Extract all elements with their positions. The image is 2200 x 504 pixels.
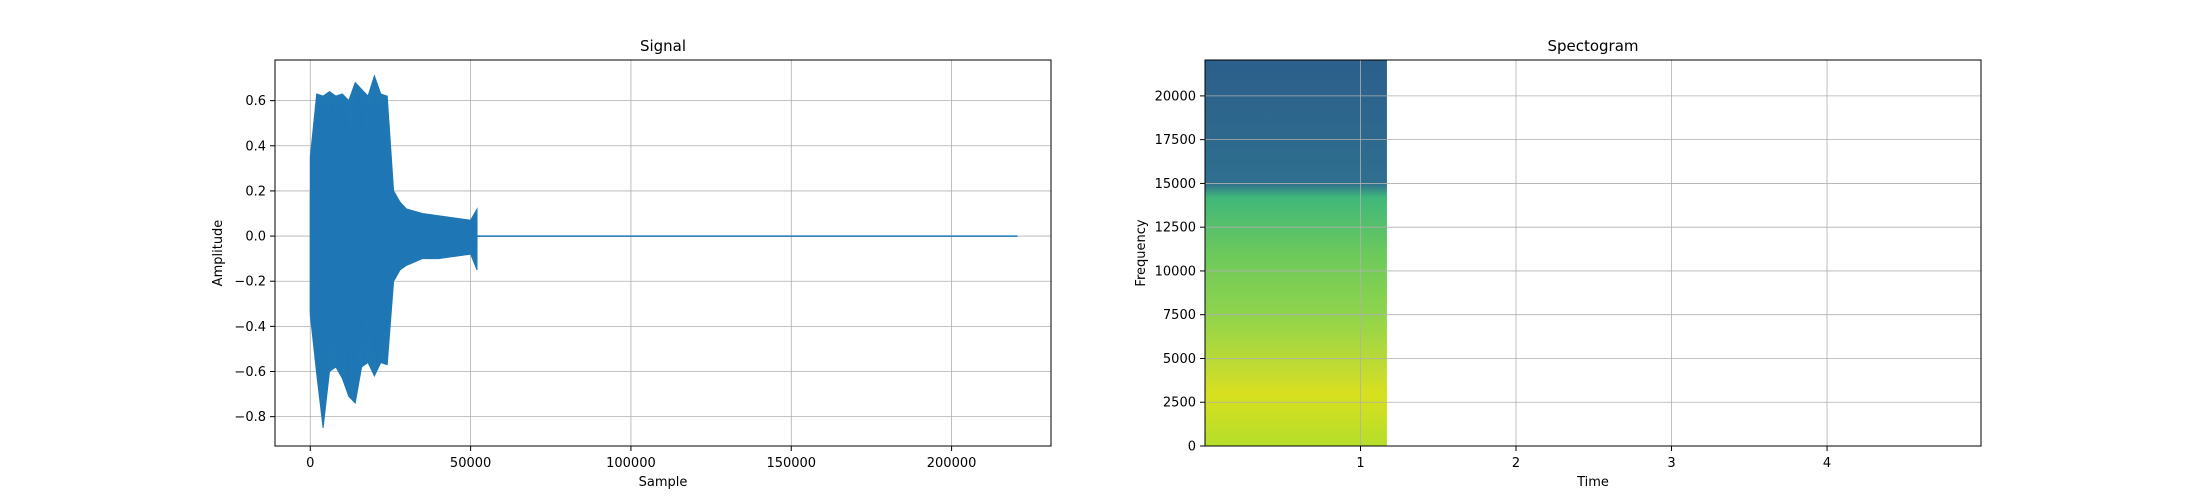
signal-y-tick-label: −0.2	[234, 275, 266, 290]
signal-y-tick-label: −0.4	[234, 320, 266, 335]
signal-y-tick-label: −0.6	[234, 365, 266, 380]
spectrogram-title: Spectogram	[1547, 37, 1638, 55]
signal-x-tick-label: 150000	[766, 456, 816, 471]
signal-x-tick-label: 200000	[927, 456, 977, 471]
spectrogram-heatmap	[1205, 60, 1387, 446]
spectrogram-y-tick-label: 17500	[1155, 133, 1196, 148]
spectrogram-y-tick-label: 10000	[1155, 264, 1196, 279]
signal-y-tick-label: 0.0	[245, 230, 266, 245]
spectrogram-y-ticks: 0 2500 5000 7500 10000 12500 15000 17500 20000	[1155, 89, 1205, 455]
signal-title: Signal	[640, 37, 686, 55]
signal-x-ticks: 0 50000 100000 150000 200000	[306, 446, 976, 471]
spectrogram-axes-frame	[1204, 59, 1982, 447]
signal-x-tick-label: 50000	[450, 456, 491, 471]
spectrogram-x-tick-label: 4	[1823, 456, 1831, 471]
spectrogram-x-tick-label: 1	[1356, 456, 1364, 471]
signal-y-ticks: 0.6 0.4 0.2 0.0 −0.2 −0.4 −0.6 −0.8	[234, 94, 275, 425]
spectrogram-x-tick-label: 2	[1512, 456, 1520, 471]
spectrogram-x-ticks: 1 2 3 4	[1356, 446, 1831, 471]
signal-x-label: Sample	[639, 475, 688, 490]
spectrogram-y-tick-label: 12500	[1155, 221, 1196, 236]
spectrogram-x-label: Time	[1576, 475, 1609, 490]
signal-panel: 0 50000 100000 150000 200000 0.6 0.4 0.2 0.0 −0.…	[211, 37, 1052, 490]
signal-axes-frame	[274, 59, 1052, 447]
spectrogram-y-tick-label: 20000	[1155, 89, 1196, 104]
signal-plot-area	[309, 74, 1018, 428]
spectrogram-y-tick-label: 7500	[1163, 308, 1196, 323]
spectrogram-y-label: Frequency	[1134, 219, 1149, 286]
signal-x-tick-label: 100000	[606, 456, 656, 471]
signal-x-tick-label: 0	[306, 456, 314, 471]
spectrogram-y-tick-label: 15000	[1155, 177, 1196, 192]
signal-y-tick-label: −0.8	[234, 410, 266, 425]
spectrogram-x-tick-label: 3	[1667, 456, 1675, 471]
spectrogram-y-tick-label: 0	[1188, 440, 1196, 455]
spectrogram-plot-area	[1205, 60, 1387, 446]
spectrogram-panel: 1 2 3 4 0 2500 5000 7500 10000 12500 15000 17500 20…	[1134, 37, 1982, 490]
signal-y-tick-label: 0.6	[245, 94, 266, 109]
signal-y-label: Amplitude	[211, 220, 226, 287]
signal-y-tick-label: 0.2	[245, 184, 266, 199]
spectrogram-y-tick-label: 5000	[1163, 352, 1196, 367]
signal-y-tick-label: 0.4	[245, 139, 266, 154]
spectrogram-y-tick-label: 2500	[1163, 396, 1196, 411]
